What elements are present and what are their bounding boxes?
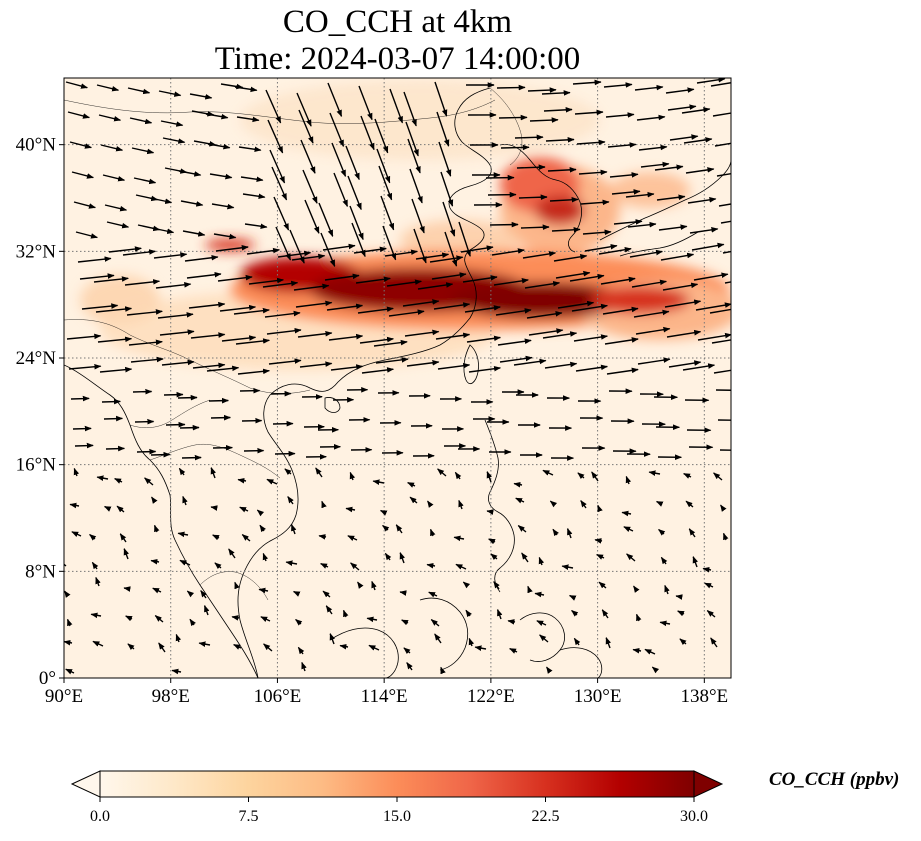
wind-arrow	[517, 167, 545, 168]
wind-arrow	[104, 418, 122, 419]
lon-tick-label: 106°E	[254, 686, 302, 707]
colorbar-tick-label: 0.0	[90, 808, 110, 825]
lat-tick-label: 32°N	[16, 241, 57, 262]
wind-arrow	[676, 596, 682, 597]
wind-arrow	[497, 87, 525, 88]
lat-tick-label: 40°N	[16, 135, 57, 156]
wind-arrow	[400, 592, 406, 593]
wind-arrow	[164, 395, 183, 396]
wind-arrow	[124, 588, 130, 589]
wind-arrow	[75, 445, 93, 446]
wind-arrow	[137, 452, 156, 453]
wind-arrow	[102, 401, 120, 402]
colorbar-tick-label: 7.5	[239, 808, 259, 825]
lon-tick-label: 138°E	[680, 686, 728, 707]
colorbar-tick-label: 15.0	[383, 808, 411, 825]
wind-arrow	[211, 418, 230, 419]
colorbar-label: CO_CCH (ppbv)	[769, 769, 899, 791]
wind-arrow	[133, 392, 152, 393]
wind-arrow	[180, 428, 199, 429]
lat-tick-label: 16°N	[16, 455, 57, 476]
wind-arrow	[499, 117, 527, 118]
wind-arrow	[166, 425, 185, 426]
colorbar-tick-label: 30.0	[680, 808, 708, 825]
lon-tick-label: 122°E	[467, 686, 515, 707]
lon-tick-label: 114°E	[361, 686, 408, 707]
wind-arrow	[71, 398, 89, 399]
wind-arrow	[490, 225, 518, 226]
lon-tick-label: 90°E	[45, 686, 83, 707]
wind-arrow	[151, 455, 170, 456]
wind-arrow	[521, 227, 549, 228]
wind-arrow	[501, 147, 529, 148]
colorbar-tick-label: 22.5	[532, 808, 560, 825]
colorbar-gradient	[100, 771, 694, 797]
lon-tick-label: 130°E	[574, 686, 622, 707]
lat-tick-label: 0°	[39, 668, 56, 689]
wind-arrow	[73, 428, 91, 429]
wind-arrow	[182, 458, 201, 459]
colorbar-extend-min	[72, 771, 100, 797]
colorbar: 0.0 7.5 15.0 22.5 30.0	[72, 771, 722, 825]
wind-arrow	[178, 398, 197, 399]
wind-arrow	[106, 448, 124, 449]
wind-arrow	[211, 507, 217, 508]
lat-tick-label: 24°N	[16, 348, 57, 369]
wind-arrow	[519, 197, 547, 198]
wind-arrow	[487, 511, 493, 512]
lon-tick-label: 98°E	[152, 686, 190, 707]
lat-tick-label: 8°N	[25, 561, 56, 582]
colorbar-extend-max	[694, 771, 722, 797]
wind-arrow	[135, 422, 154, 423]
wind-arrow	[515, 137, 543, 138]
wind-arrow	[209, 401, 228, 402]
